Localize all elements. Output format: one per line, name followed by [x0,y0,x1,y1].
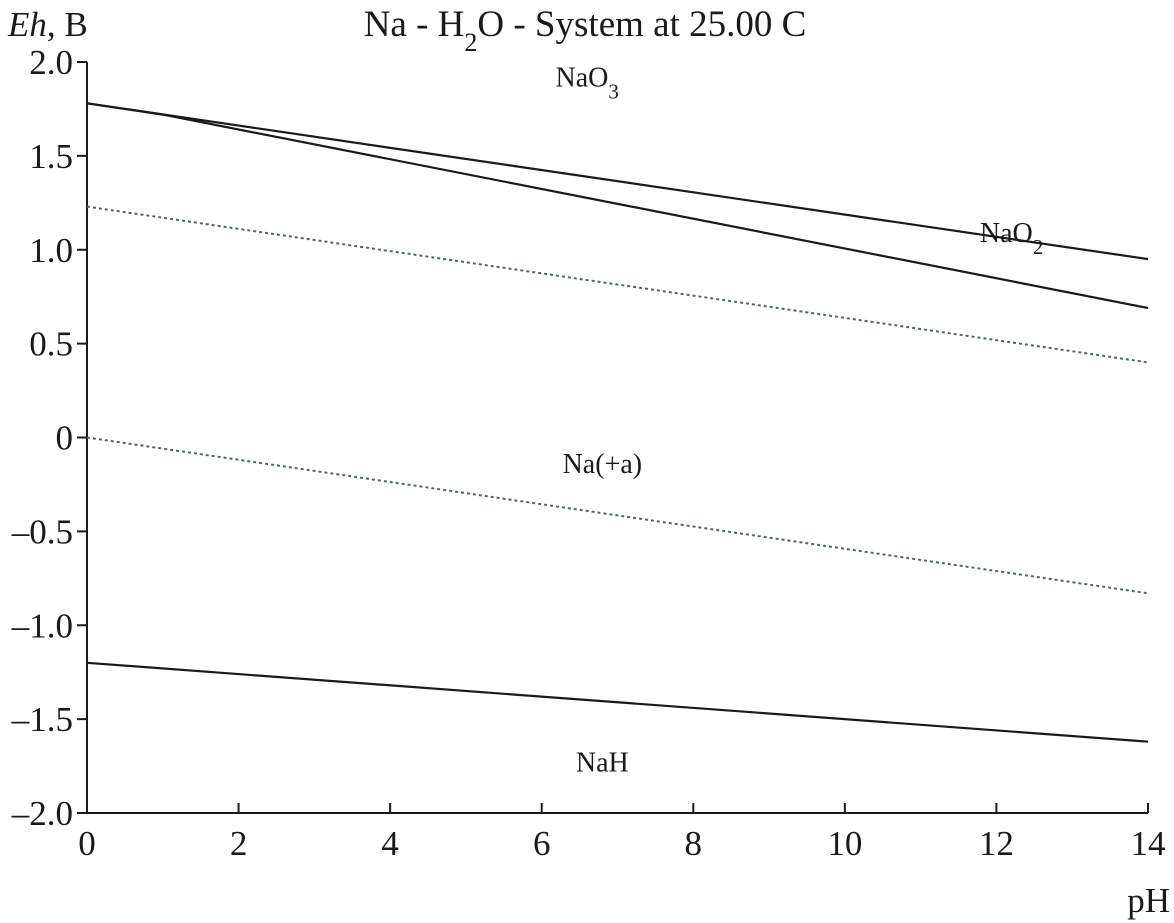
boundary-line-1 [86,102,1149,310]
y-tick-label-1: 1.5 [29,137,73,176]
y-tick-label-7: –1.5 [11,700,73,739]
y-tick-label-6: –1.0 [11,606,73,645]
region-label-3: NaH [576,748,629,779]
x-tick-label-2: 4 [381,824,399,863]
x-tick-label-4: 8 [685,824,703,863]
region-label-0: NaO3 [555,62,618,103]
y-axis-title-rest: , B [47,5,88,44]
x-tick-label-0: 0 [78,824,96,863]
region-label-2: Na(+a) [563,449,643,480]
x-axis-title: pH [1127,881,1170,920]
x-tick-label-7: 14 [1131,824,1166,863]
chart-title-subscript: 2 [464,28,477,57]
chart-title-suffix: O - System at 25.00 C [477,4,806,45]
y-tick-label-5: –0.5 [11,512,73,551]
boundary-line-0 [86,102,1149,261]
y-tick-label-4: 0 [56,419,74,458]
x-tick-label-1: 2 [230,824,248,863]
boundary-lines [86,102,1149,743]
x-tick-label-6: 12 [979,824,1014,863]
chart-title-prefix: Na - H [364,4,465,45]
x-tick-label-5: 10 [827,824,862,863]
axis-tick-labels: 2.01.51.00.50–0.5–1.0–1.5–2.00 2 4 6 8 10 12 14 [11,43,1166,863]
boundary-line-3 [86,436,1149,595]
axis-ticks [77,61,1149,814]
boundary-line-4 [86,661,1149,743]
y-tick-label-0: 2.0 [29,43,73,82]
region-labels: NaO3 NaO2 Na(+a) NaH [555,62,1043,778]
y-axis-title-italic: Eh [7,5,47,44]
chart-title: Na - H2O - System at 25.00 C [364,4,807,57]
region-label-1: NaO2 [980,218,1043,259]
y-tick-label-2: 1.0 [29,231,73,270]
y-tick-label-3: 0.5 [29,325,73,364]
y-axis-title: Eh, B [7,5,88,44]
y-tick-label-8: –2.0 [11,794,73,833]
x-tick-label-3: 6 [533,824,551,863]
boundary-line-2 [86,205,1149,364]
